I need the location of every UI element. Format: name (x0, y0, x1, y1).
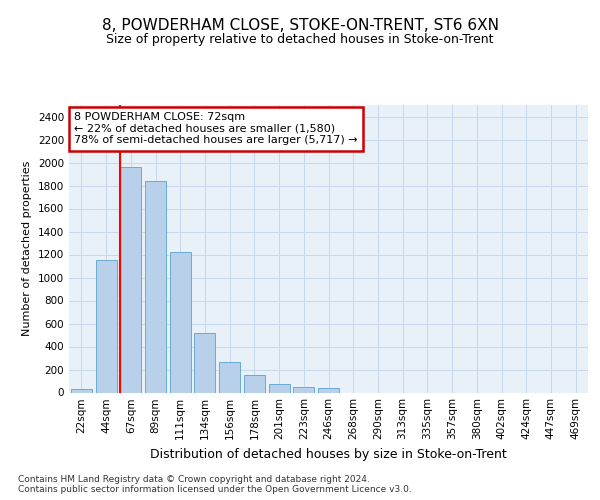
Bar (95, 260, 116, 392)
Bar (120, 167, 141, 392)
Bar (170, 252, 191, 392)
Text: Contains HM Land Registry data © Crown copyright and database right 2024.
Contai: Contains HM Land Registry data © Crown c… (18, 474, 412, 494)
Text: 8 POWDERHAM CLOSE: 72sqm
← 22% of detached houses are smaller (1,580)
78% of sem: 8 POWDERHAM CLOSE: 72sqm ← 22% of detach… (74, 112, 358, 146)
Text: 8, POWDERHAM CLOSE, STOKE-ON-TRENT, ST6 6XN: 8, POWDERHAM CLOSE, STOKE-ON-TRENT, ST6 … (101, 18, 499, 32)
Bar (145, 181, 166, 392)
Bar (269, 384, 290, 392)
Text: Size of property relative to detached houses in Stoke-on-Trent: Size of property relative to detached ho… (106, 32, 494, 46)
Bar (219, 362, 240, 392)
Y-axis label: Number of detached properties: Number of detached properties (22, 161, 32, 336)
Bar (318, 388, 339, 392)
Bar (293, 387, 314, 392)
Bar (194, 332, 215, 392)
Bar (71, 389, 92, 392)
X-axis label: Distribution of detached houses by size in Stoke-on-Trent: Distribution of detached houses by size … (150, 448, 507, 461)
Bar (244, 376, 265, 392)
